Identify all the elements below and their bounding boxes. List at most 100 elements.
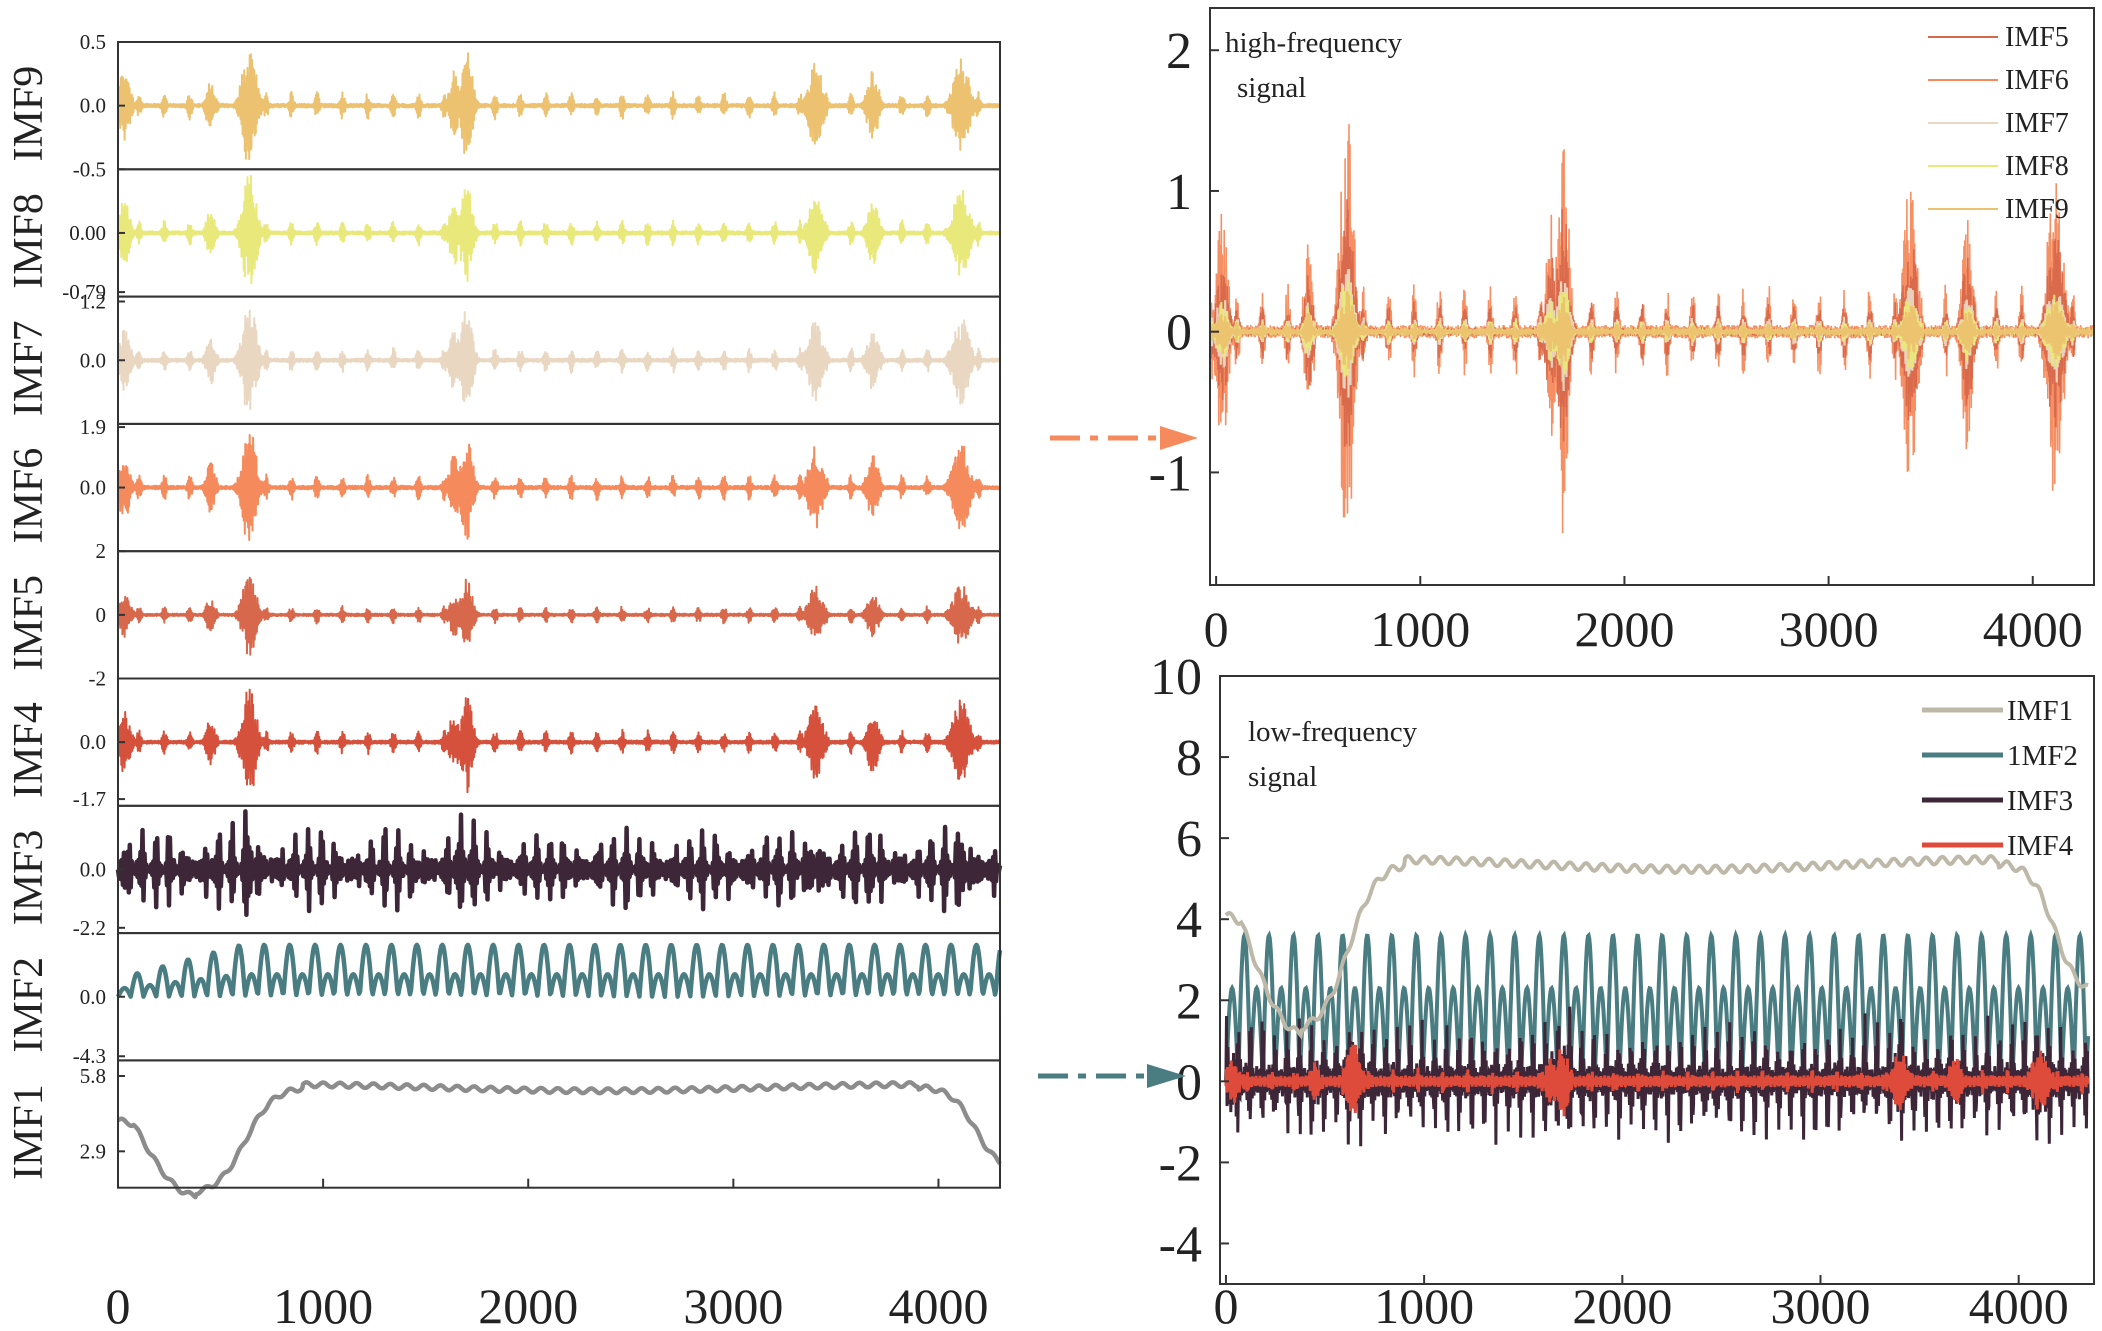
y-tick-label: 5.8 bbox=[80, 1064, 106, 1088]
x-tick-label: 4000 bbox=[888, 1278, 988, 1331]
panel-imf2: 0.0 -4.3 IMF2 bbox=[6, 932, 1003, 1068]
series-imf9 bbox=[117, 52, 1001, 161]
x-tick-label: 0 bbox=[1204, 601, 1229, 657]
y-tick-label: -1.7 bbox=[73, 787, 106, 811]
x-tick-label: 2000 bbox=[1574, 601, 1674, 657]
imf-stacked-panels: 0.50.0-0.5IMF90.00-0.79IMF81.20.0IMF71.9… bbox=[6, 30, 1003, 1331]
series-imf6 bbox=[1209, 124, 2095, 534]
panel-label: IMF9 bbox=[6, 66, 52, 162]
y-tick-label: 0.0 bbox=[80, 476, 106, 500]
legend-label: IMF4 bbox=[2007, 830, 2074, 862]
x-tick-label: 2000 bbox=[478, 1278, 578, 1331]
panel-imf5: 2 0 -2 IMF5 bbox=[6, 539, 1001, 691]
x-tick-label: 4000 bbox=[1983, 601, 2083, 657]
chart-frame bbox=[1209, 7, 2095, 586]
y-tick-label: 10 bbox=[1150, 649, 1202, 706]
y-tick-label: 4 bbox=[1176, 892, 1202, 949]
x-tick-label: 3000 bbox=[1771, 1278, 1871, 1331]
series-imf1 bbox=[1224, 854, 2089, 1040]
panel-imf8: 0.00 -0.79 IMF8 bbox=[6, 168, 1001, 304]
y-tick-label: 2 bbox=[1176, 973, 1202, 1030]
arrow-low-head bbox=[1147, 1064, 1186, 1088]
panel-label: IMF7 bbox=[6, 320, 52, 416]
y-tick-label: 0 bbox=[1176, 1054, 1202, 1111]
y-tick-label: 2.9 bbox=[80, 1139, 106, 1163]
panel-label: IMF2 bbox=[6, 957, 52, 1053]
legend-label: IMF5 bbox=[2005, 22, 2069, 53]
annotation-line-1: high-frequency bbox=[1225, 27, 1403, 59]
y-tick-label: -1 bbox=[1149, 445, 1192, 502]
y-tick-label: -2 bbox=[1159, 1135, 1202, 1192]
y-tick-label: 0 bbox=[96, 603, 107, 627]
series-imf5 bbox=[117, 576, 1001, 656]
series-imf8 bbox=[117, 174, 1001, 284]
panel-label: IMF8 bbox=[6, 193, 52, 289]
y-tick-label: 2 bbox=[1166, 23, 1192, 80]
panel-label: IMF1 bbox=[6, 1084, 52, 1180]
series-1mf2 bbox=[1223, 928, 2091, 1082]
y-tick-label: -0.5 bbox=[73, 157, 106, 181]
y-tick-label: 2 bbox=[96, 539, 107, 563]
y-tick-label: 0.0 bbox=[80, 985, 106, 1009]
x-tick-label: 3000 bbox=[683, 1278, 783, 1331]
series-imf7 bbox=[117, 309, 1001, 410]
x-tick-label: 2000 bbox=[1572, 1278, 1672, 1331]
series-imf9 bbox=[1208, 291, 2096, 369]
panel-frame bbox=[117, 932, 1001, 1062]
series-imf4 bbox=[117, 688, 1001, 794]
x-tick-label: 1000 bbox=[1370, 601, 1470, 657]
panel-label: IMF5 bbox=[6, 575, 52, 671]
y-tick-label: -4.3 bbox=[73, 1044, 106, 1068]
y-tick-label: 1.2 bbox=[80, 289, 106, 313]
y-tick-label: 0.5 bbox=[80, 30, 106, 54]
x-tick-label: 0 bbox=[106, 1278, 131, 1331]
x-tick-label: 3000 bbox=[1779, 601, 1879, 657]
panel-imf7: 1.2 0.0 IMF7 bbox=[6, 289, 1001, 425]
panel-imf1: 5.8 2.9 IMF1 bbox=[6, 1059, 1002, 1200]
y-tick-label: -0.79 bbox=[62, 280, 106, 304]
annotation-line-2: signal bbox=[1248, 761, 1317, 793]
annotation-line-1: low-frequency bbox=[1248, 716, 1418, 748]
panel-imf3: 0.0 -2.2 IMF3 bbox=[6, 804, 1003, 940]
legend-label: IMF9 bbox=[2005, 194, 2069, 225]
flow-arrows bbox=[1038, 426, 1198, 1088]
series-imf3 bbox=[115, 809, 1003, 918]
y-tick-label: -2 bbox=[89, 667, 107, 691]
y-tick-label: 0.0 bbox=[80, 94, 106, 118]
y-tick-label: 1.9 bbox=[80, 415, 106, 439]
legend-label: IMF6 bbox=[2005, 65, 2069, 96]
arrow-high-head bbox=[1160, 426, 1198, 450]
y-tick-label: 8 bbox=[1176, 730, 1202, 787]
high-frequency-chart: 2 1 0 -1 0 1000 2000 3000 4000 high-frequency sign… bbox=[1149, 7, 2096, 657]
y-tick-label: 6 bbox=[1176, 811, 1202, 868]
panel-label: IMF6 bbox=[6, 448, 52, 544]
y-tick-label: 1 bbox=[1166, 164, 1192, 221]
x-tick-label: 1000 bbox=[273, 1278, 373, 1331]
legend-label: IMF7 bbox=[2005, 108, 2069, 139]
legend-label: IMF8 bbox=[2005, 151, 2069, 182]
series-imf1 bbox=[116, 1080, 1002, 1200]
chart-frame bbox=[1219, 675, 2095, 1285]
panel-imf9: 0.5 0.0 -0.5 IMF9 bbox=[6, 30, 1001, 181]
series-imf2 bbox=[115, 942, 1003, 999]
legend-label: IMF3 bbox=[2007, 785, 2073, 817]
x-tick-label: 0 bbox=[1213, 1278, 1238, 1331]
annotation-line-2: signal bbox=[1237, 72, 1306, 104]
y-tick-label: 0.00 bbox=[69, 221, 106, 245]
panel-imf4: 0.0 -1.7 IMF4 bbox=[6, 677, 1001, 811]
y-tick-label: 0.0 bbox=[80, 857, 106, 881]
panel-label: IMF4 bbox=[6, 702, 52, 798]
y-tick-label: -4 bbox=[1159, 1216, 1202, 1273]
y-tick-label: -2.2 bbox=[73, 916, 106, 940]
y-tick-label: 0.0 bbox=[80, 348, 106, 372]
series-imf6 bbox=[117, 434, 1001, 541]
panel-frame bbox=[117, 1059, 1001, 1189]
legend-label: IMF1 bbox=[2007, 695, 2073, 727]
panel-label: IMF3 bbox=[6, 830, 52, 926]
x-tick-label: 1000 bbox=[1374, 1278, 1474, 1331]
panel-imf6: 1.9 0.0 IMF6 bbox=[6, 415, 1001, 553]
x-tick-label: 4000 bbox=[1969, 1278, 2069, 1331]
y-tick-label: 0 bbox=[1166, 305, 1192, 362]
